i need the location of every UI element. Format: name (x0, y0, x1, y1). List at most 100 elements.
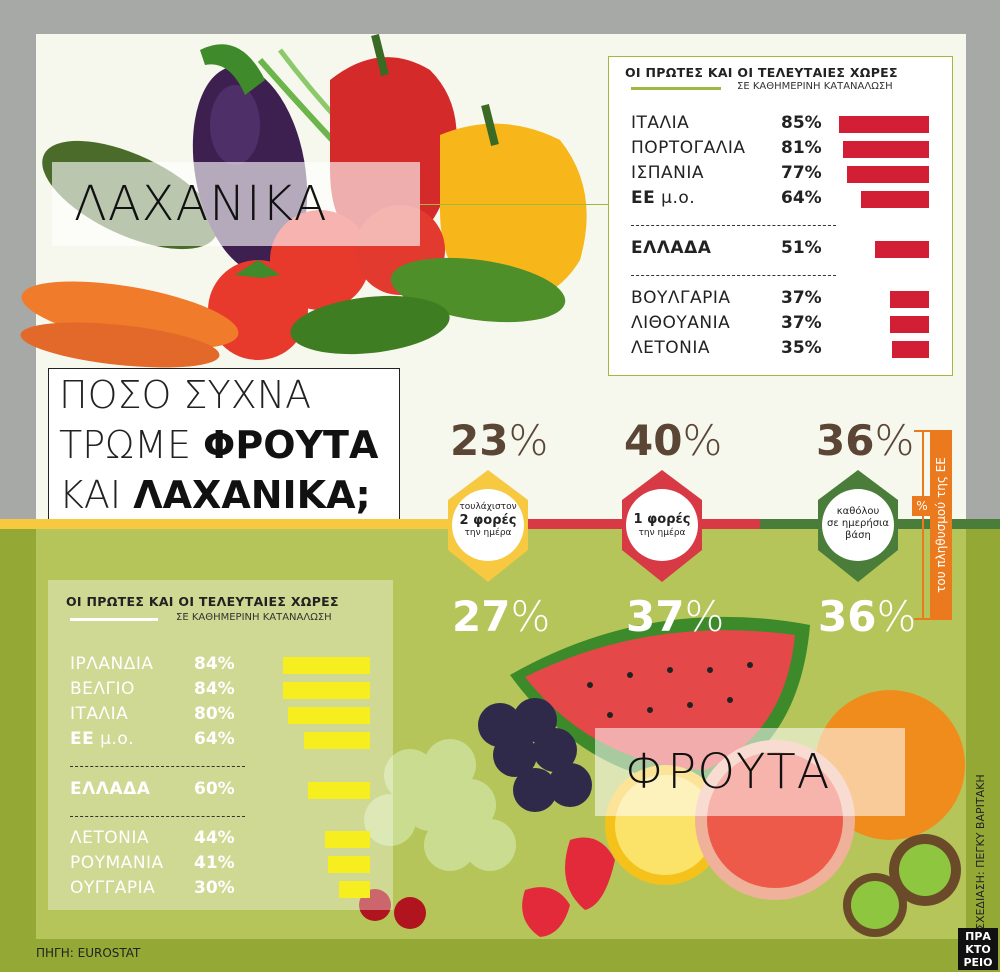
vegetables-pct-3-value: 36 (816, 416, 875, 465)
bar (287, 707, 370, 724)
fruits-chart-title-rule (70, 618, 158, 621)
fruits-pct-2-sign: % (684, 592, 725, 641)
side-pct-sign: % (912, 496, 932, 516)
question-line-2-bold: ΦΡΟΥΤΑ (203, 423, 379, 467)
vegetables-chart-title: ΟΙ ΠΡΩΤΕΣ ΚΑΙ ΟΙ ΤΕΛΕΥΤΑΙΕΣ ΧΩΡΕΣ (625, 65, 898, 80)
vegetables-pct-3-sign: % (874, 416, 915, 465)
frequency-label-1-main: 2 φορές (459, 512, 517, 528)
fruits-banner: ΦΡΟΥΤΑ (595, 728, 905, 816)
row-value: 44% (194, 828, 235, 848)
bar (283, 657, 370, 674)
bar (327, 856, 370, 873)
row-value: 37% (781, 288, 822, 308)
row-label: ΕΕ μ.ο. (631, 188, 696, 208)
row-value: 81% (781, 138, 822, 158)
row-label: ΠΟΡΤΟΓΑΛΙΑ (631, 138, 746, 158)
bar (874, 241, 929, 258)
row-label: ΙΡΛΑΝΔΙΑ (70, 654, 154, 674)
bar (889, 291, 929, 308)
fruits-chart: ΟΙ ΠΡΩΤΕΣ ΚΑΙ ΟΙ ΤΕΛΕΥΤΑΙΕΣ ΧΩΡΕΣ ΣΕ ΚΑΘ… (48, 580, 393, 910)
row-value: 60% (194, 779, 235, 799)
vegetables-pct-3: 36% (816, 416, 914, 465)
vegetables-pct-1: 23% (450, 416, 548, 465)
publisher-logo: ΠΡΑ ΚΤΟ ΡΕΙΟ (958, 928, 998, 970)
row-value: 77% (781, 163, 822, 183)
source-note: ΠΗΓΗ: EUROSTAT (36, 946, 141, 960)
logo-line-2: ΚΤΟ (965, 943, 991, 956)
row-value: 80% (194, 704, 235, 724)
frequency-label-1-bottom: την ημέρα (464, 528, 512, 539)
row-value: 64% (781, 188, 822, 208)
row-label: ΡΟΥΜΑΝΙΑ (70, 853, 164, 873)
row-value: 51% (781, 238, 822, 258)
frequency-label-1: τουλάχιστον 2 φορές την ημέρα (452, 502, 524, 539)
vegetables-banner: ΛΑΧΑΝΙΚΑ (52, 162, 420, 246)
bar (324, 831, 370, 848)
bar (889, 316, 929, 333)
vegetables-pct-1-sign: % (508, 416, 549, 465)
row-label: ΕΛΛΑΔΑ (631, 238, 712, 258)
row-value: 84% (194, 654, 235, 674)
divider (631, 275, 836, 276)
footer-strip (0, 939, 1000, 972)
question-line-3-light: ΚΑΙ (59, 473, 134, 517)
frequency-label-1-top: τουλάχιστον (459, 502, 517, 512)
vegetables-pct-1-value: 23 (450, 416, 509, 465)
vegetables-chart-subtitle: ΣΕ ΚΑΘΗΜΕΡΙΝΗ ΚΑΤΑΝΑΛΩΣΗ (737, 81, 893, 92)
fruits-pct-2-value: 37 (626, 592, 685, 641)
side-tag-text: του πληθυσμού της ΕΕ (934, 457, 948, 593)
row-label: ΕΕ μ.ο. (70, 729, 135, 749)
row-value: 37% (781, 313, 822, 333)
row-value: 85% (781, 113, 822, 133)
bar (339, 881, 370, 898)
vegetables-chart: ΟΙ ΠΡΩΤΕΣ ΚΑΙ ΟΙ ΤΕΛΕΥΤΑΙΕΣ ΧΩΡΕΣ ΣΕ ΚΑΘ… (608, 56, 953, 376)
row-label: ΕΛΛΑΔΑ (70, 779, 151, 799)
fruits-pct-1: 27% (452, 592, 550, 641)
fruits-pct-3-sign: % (876, 592, 917, 641)
side-tag (930, 430, 952, 620)
row-label: ΒΕΛΓΙΟ (70, 679, 135, 699)
frequency-label-2: 1 φορές την ημέρα (626, 512, 698, 538)
frequency-label-2-main: 1 φορές (633, 512, 691, 527)
vegetables-chart-title-rule (631, 87, 721, 90)
fruits-chart-title: ΟΙ ΠΡΩΤΕΣ ΚΑΙ ΟΙ ΤΕΛΕΥΤΑΙΕΣ ΧΩΡΕΣ (66, 594, 339, 609)
question-line-3-bold: ΛΑΧΑΝΙΚΑ; (133, 473, 371, 517)
divider (70, 766, 245, 767)
question-box: ΠΟΣΟ ΣΥΧΝΑ ΤΡΩΜΕ ΦΡΟΥΤΑ ΚΑΙ ΛΑΧΑΝΙΚΑ; (48, 368, 400, 528)
row-label: ΙΤΑΛΙΑ (70, 704, 129, 724)
fruits-pct-1-value: 27 (452, 592, 511, 641)
vegetables-pct-2: 40% (624, 416, 722, 465)
bar (843, 141, 929, 158)
row-label: ΙΣΠΑΝΙΑ (631, 163, 705, 183)
fruits-pct-3: 36% (818, 592, 916, 641)
bar (891, 341, 929, 358)
fruits-pct-2: 37% (626, 592, 724, 641)
frequency-label-2-bottom: την ημέρα (638, 527, 686, 538)
frequency-label-3: καθόλου σε ημερήσια βάση (822, 506, 894, 542)
bar (838, 116, 929, 133)
bar (861, 191, 929, 208)
frequency-label-3-bottom: βάση (845, 530, 871, 541)
bar (308, 782, 370, 799)
frequency-label-3-top: καθόλου (836, 506, 880, 517)
row-value: 64% (194, 729, 235, 749)
question-line-3: ΚΑΙ ΛΑΧΑΝΙΚΑ; (59, 473, 371, 517)
vegetables-pct-2-sign: % (682, 416, 723, 465)
question-line-2-light: ΤΡΩΜΕ (59, 423, 204, 467)
row-label: ΙΤΑΛΙΑ (631, 113, 690, 133)
row-value: 84% (194, 679, 235, 699)
frequency-timeline (0, 470, 1000, 582)
vegetables-pct-2-value: 40 (624, 416, 683, 465)
bar (847, 166, 929, 183)
row-label: ΛΙΘΟΥΑΝΙΑ (631, 313, 731, 333)
side-bracket-line (922, 430, 924, 620)
bar (304, 732, 370, 749)
fruits-chart-subtitle: ΣΕ ΚΑΘΗΜΕΡΙΝΗ ΚΑΤΑΝΑΛΩΣΗ (176, 612, 332, 623)
row-value: 35% (781, 338, 822, 358)
row-label: ΛΕΤΟΝΙΑ (70, 828, 149, 848)
bar (283, 682, 370, 699)
row-label: ΟΥΓΓΑΡΙΑ (70, 878, 156, 898)
frequency-label-3-main: σε ημερήσια (826, 518, 890, 529)
divider (631, 225, 836, 226)
question-line-2: ΤΡΩΜΕ ΦΡΟΥΤΑ (59, 423, 378, 467)
